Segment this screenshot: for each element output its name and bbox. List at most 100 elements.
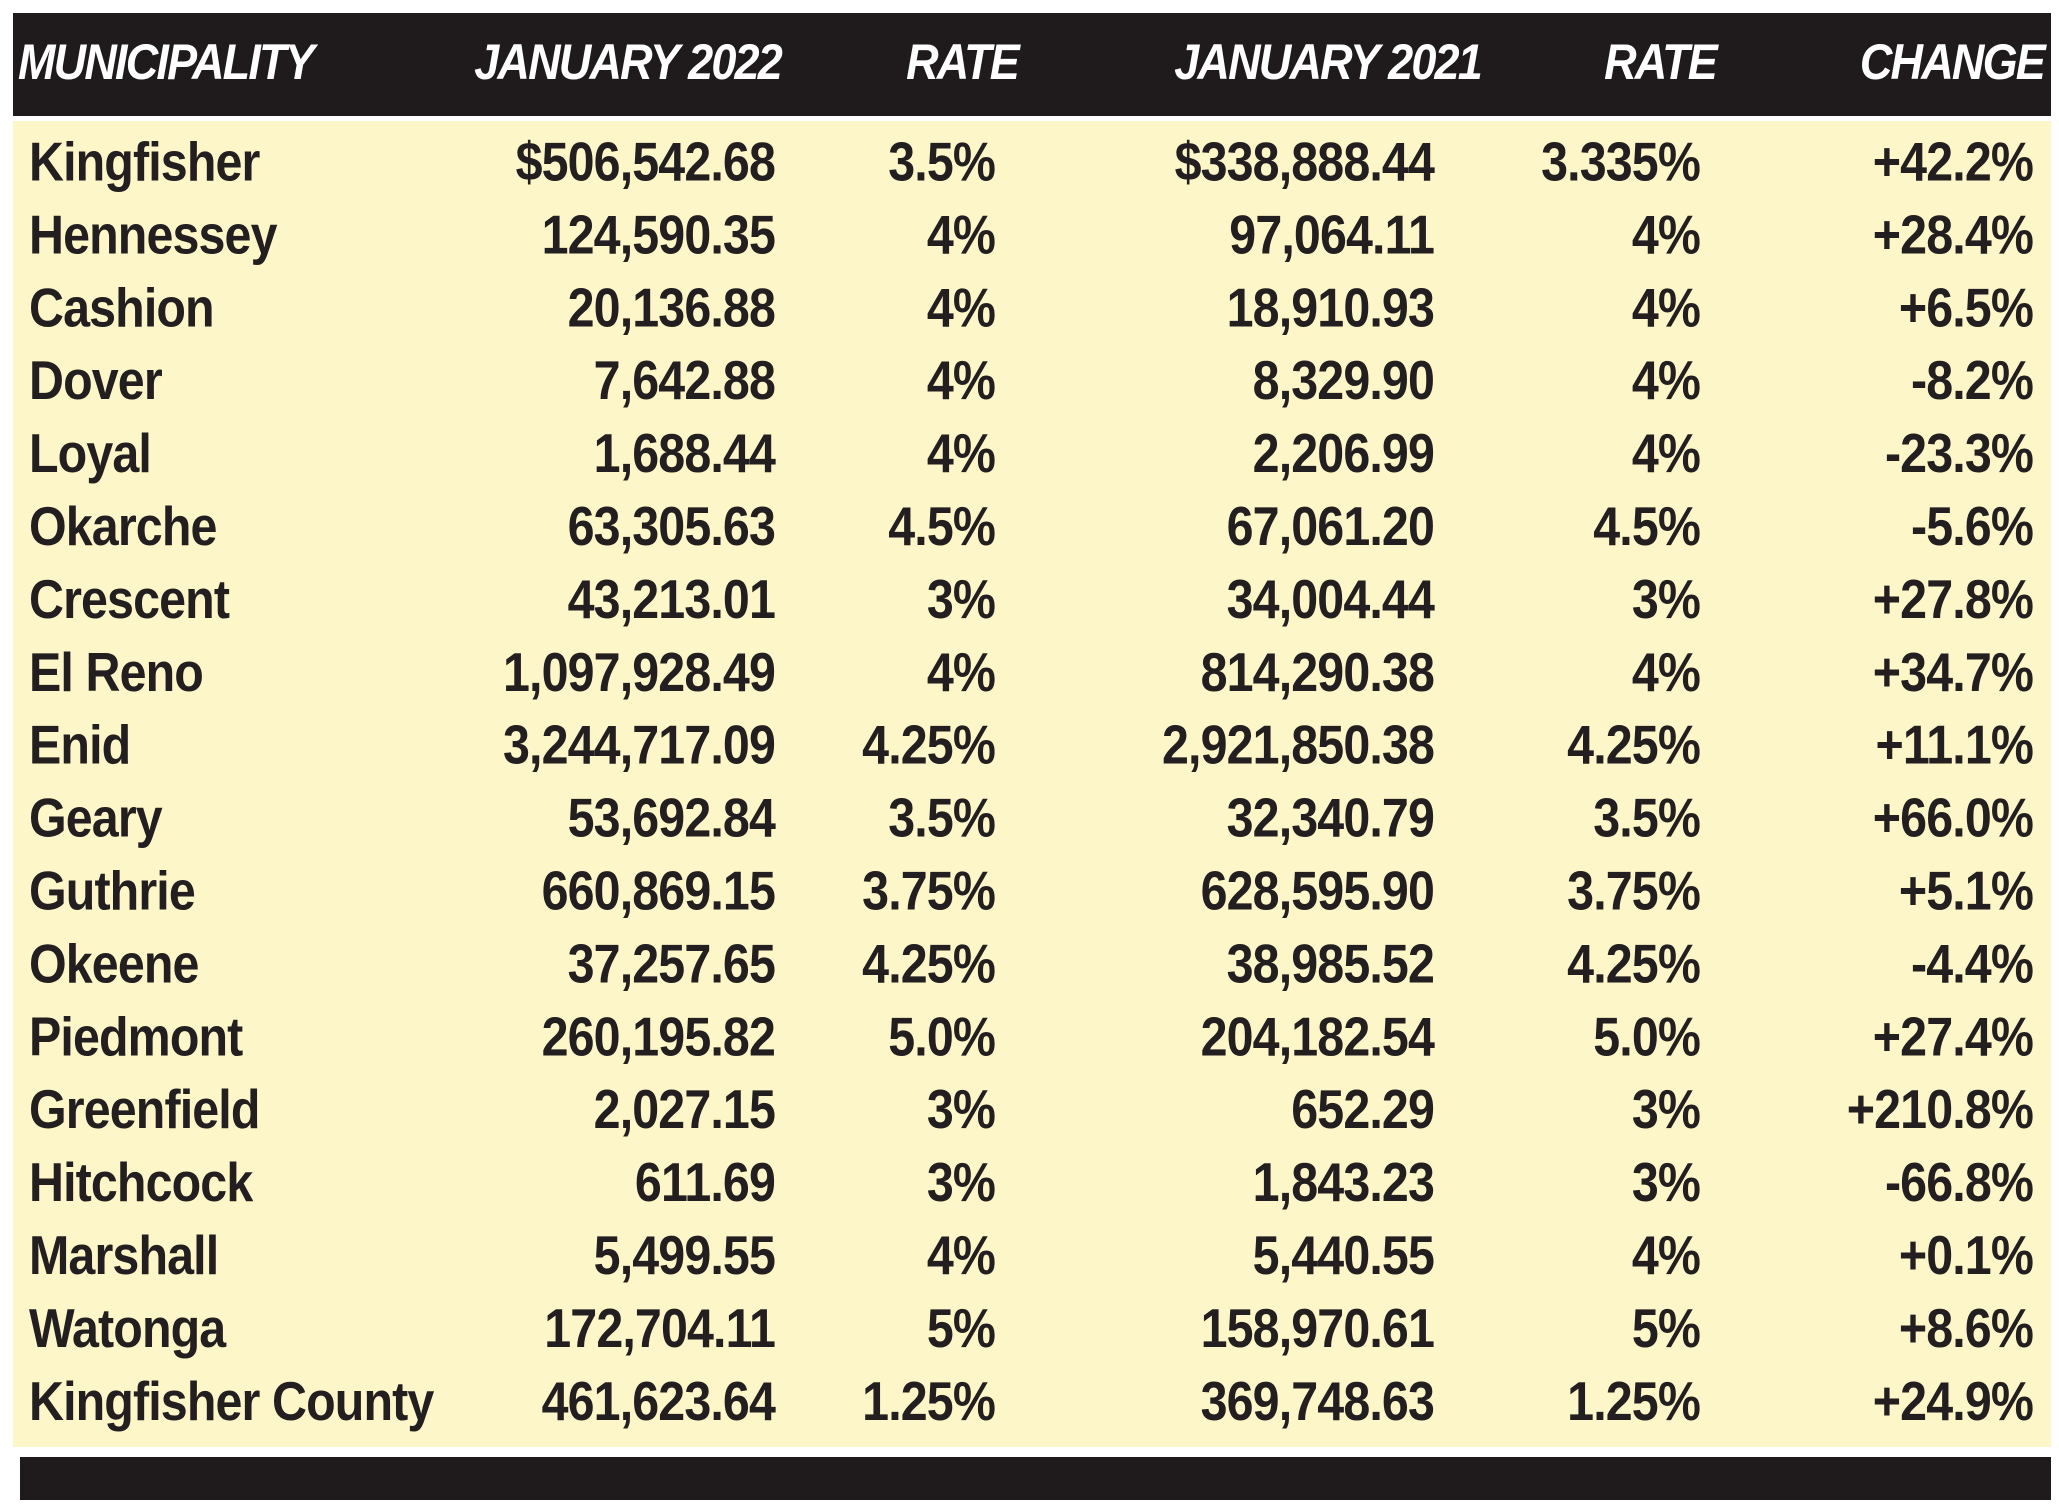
change-group: +34.7% <box>1873 641 2034 703</box>
amount-2021: 34,004.44 <box>1227 568 1435 630</box>
amount-2022-group: 5,499.55 <box>594 1224 776 1286</box>
amount-2021-group: 67,061.20 <box>1227 495 1435 557</box>
rate-2022: 4.25% <box>862 714 995 776</box>
change: +34.7% <box>1873 641 2033 703</box>
amount-2021-group: 814,290.38 <box>1201 641 1435 703</box>
amount-2021-group: $338,888.44 <box>1175 131 1436 193</box>
rate-2022-group: 4% <box>927 422 996 484</box>
amount-2022-group: 37,257.65 <box>568 933 776 995</box>
rate-2022-group: 4% <box>927 641 996 703</box>
municipality: Greenfield <box>29 1078 260 1140</box>
rate-2021-group: 3.75% <box>1567 860 1701 922</box>
rate-2021: 3.75% <box>1567 860 1700 922</box>
rate-2021: 4% <box>1632 276 1700 338</box>
amount-2022: 37,257.65 <box>568 933 775 995</box>
rows: Kingfisher $506,542.68 3.5% $338,888.44 3.33… <box>29 131 2034 1432</box>
change-group: +24.9% <box>1873 1370 2034 1432</box>
municipality: Watonga <box>29 1297 227 1359</box>
rate-2021-group: 4.5% <box>1593 495 1701 557</box>
rate-2021-group: 4% <box>1632 204 1701 266</box>
change-group: +6.5% <box>1899 276 2034 338</box>
change-group: -23.3% <box>1885 422 2034 484</box>
rate-2021-group: 3% <box>1632 568 1701 630</box>
rate-2022: 5% <box>927 1297 995 1359</box>
amount-2021: 5,440.55 <box>1253 1224 1434 1286</box>
rate-2021: 3.335% <box>1541 131 1700 193</box>
change: +27.8% <box>1873 568 2033 630</box>
rate-2022-group: 3% <box>927 568 996 630</box>
column-header-group: RATE <box>906 35 1023 91</box>
change: -66.8% <box>1885 1151 2033 1213</box>
amount-2022: 53,692.84 <box>568 787 776 849</box>
rate-2021: 4% <box>1632 349 1700 411</box>
amount-2022: $506,542.68 <box>516 131 776 193</box>
amount-2022: 43,213.01 <box>568 568 775 630</box>
municipality: Okarche <box>29 495 217 557</box>
column-header-group: RATE <box>1604 35 1721 91</box>
amount-2022: 1,688.44 <box>594 422 776 484</box>
amount-2021: $338,888.44 <box>1175 131 1435 193</box>
rate-2022: 3% <box>927 1151 995 1213</box>
rate-2022-group: 4.5% <box>888 495 996 557</box>
rate-2022-group: 4.25% <box>862 933 996 995</box>
change-group: +0.1% <box>1899 1224 2034 1286</box>
amount-2022: 1,097,928.49 <box>503 641 775 703</box>
change-group: +27.8% <box>1873 568 2034 630</box>
column-header-group: JANUARY 2021 <box>1174 35 1483 91</box>
amount-2021-group: 2,206.99 <box>1253 422 1435 484</box>
rate-2021-group: 4% <box>1632 349 1701 411</box>
amount-2022: 124,590.35 <box>542 204 776 266</box>
change-group: -8.2% <box>1911 349 2034 411</box>
municipality-group: Geary <box>29 787 164 849</box>
change: +28.4% <box>1873 204 2033 266</box>
amount-2021-group: 652.29 <box>1291 1078 1435 1140</box>
rate-2022-group: 3% <box>927 1078 996 1140</box>
column-header-group: MUNICIPALITY <box>18 35 321 91</box>
municipality-group: Piedmont <box>29 1005 244 1067</box>
amount-2022-group: 611.69 <box>635 1151 776 1213</box>
change: +6.5% <box>1899 276 2033 338</box>
municipality-group: Okeene <box>29 933 200 995</box>
rate-2021: 4% <box>1632 422 1700 484</box>
column-header: MUNICIPALITY <box>18 35 319 91</box>
amount-2021: 1,843.23 <box>1253 1151 1434 1213</box>
municipality-group: Marshall <box>29 1224 219 1286</box>
amount-2022-group: 63,305.63 <box>568 495 776 557</box>
change-group: +66.0% <box>1873 787 2034 849</box>
municipality-group: Kingfisher County <box>29 1370 435 1432</box>
amount-2022-group: 172,704.11 <box>544 1297 776 1359</box>
amount-2022-group: 43,213.01 <box>568 568 776 630</box>
rate-2022: 5.0% <box>888 1005 995 1067</box>
amount-2022: 461,623.64 <box>542 1370 776 1432</box>
rate-2022: 4% <box>927 276 995 338</box>
change-group: +8.6% <box>1899 1297 2034 1359</box>
municipality-group: Guthrie <box>29 860 196 922</box>
rate-2022-group: 4% <box>927 204 996 266</box>
rate-2022-group: 5.0% <box>888 1005 996 1067</box>
amount-2022-group: 20,136.88 <box>568 276 776 338</box>
amount-2022-group: 260,195.82 <box>542 1005 776 1067</box>
rate-2021-group: 4% <box>1632 1224 1701 1286</box>
column-header: RATE <box>906 35 1021 91</box>
municipality: Cashion <box>29 276 214 338</box>
rate-2021: 4.25% <box>1567 933 1700 995</box>
amount-2022-group: 2,027.15 <box>594 1078 776 1140</box>
rate-2021: 4% <box>1632 641 1700 703</box>
rate-2021: 3% <box>1632 568 1700 630</box>
change-group: +210.8% <box>1847 1078 2034 1140</box>
amount-2021-group: 8,329.90 <box>1253 349 1435 411</box>
rate-2022-group: 4.25% <box>862 714 996 776</box>
rate-2022: 4% <box>927 1224 995 1286</box>
amount-2022: 260,195.82 <box>542 1005 775 1067</box>
change-group: +27.4% <box>1873 1005 2034 1067</box>
change: +42.2% <box>1873 131 2033 193</box>
amount-2022: 63,305.63 <box>568 495 775 557</box>
change-group: -66.8% <box>1885 1151 2034 1213</box>
amount-2022: 2,027.15 <box>594 1078 775 1140</box>
amount-2021: 2,921,850.38 <box>1162 714 1434 776</box>
amount-2022-group: 1,097,928.49 <box>503 641 776 703</box>
amount-2021-group: 369,748.63 <box>1201 1370 1435 1432</box>
municipality-group: Watonga <box>29 1297 228 1359</box>
amount-2022-group: 124,590.35 <box>542 204 776 266</box>
